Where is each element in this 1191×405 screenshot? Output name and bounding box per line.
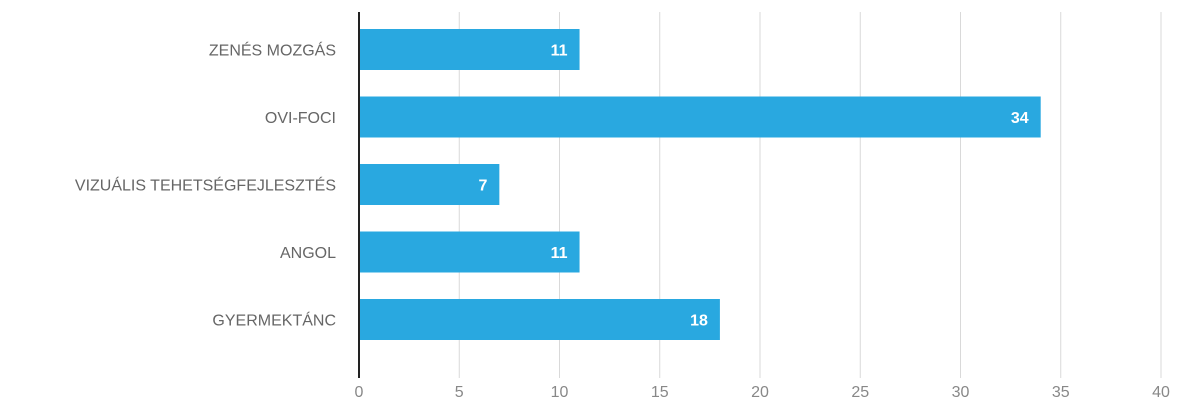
bar xyxy=(359,299,720,340)
x-tick-label: 25 xyxy=(851,384,869,401)
category-label: OVI-FOCI xyxy=(265,110,336,127)
category-label: ANGOL xyxy=(280,245,336,262)
x-tick-label: 10 xyxy=(551,384,569,401)
category-label: GYERMEKTÁNC xyxy=(212,311,336,330)
data-label: 18 xyxy=(690,313,708,330)
bar xyxy=(359,96,1041,138)
x-tick-label: 5 xyxy=(455,384,464,401)
x-tick-label: 15 xyxy=(651,384,669,401)
labels: 0 5 10 15 20 25 30 35 40 11 ZENÉS MOZGÁS 34 OVI-FOCI… xyxy=(75,41,1170,402)
x-tick-label: 0 xyxy=(355,384,364,401)
data-label: 34 xyxy=(1011,110,1029,127)
bar xyxy=(359,29,580,70)
data-label: 11 xyxy=(551,245,568,262)
category-label: ZENÉS MOZGÁS xyxy=(209,41,336,60)
category-label: VIZUÁLIS TEHETSÉGFEJLESZTÉS xyxy=(75,176,336,195)
x-tick-label: 40 xyxy=(1152,384,1170,401)
x-tick-label: 20 xyxy=(751,384,769,401)
x-tick-label: 30 xyxy=(952,384,970,401)
x-tick-label: 35 xyxy=(1052,384,1070,401)
data-label: 11 xyxy=(551,43,568,60)
bar xyxy=(359,164,500,205)
bar xyxy=(359,231,580,273)
data-label: 7 xyxy=(478,178,487,195)
grid-lines xyxy=(458,12,1162,378)
bars xyxy=(359,29,1041,340)
